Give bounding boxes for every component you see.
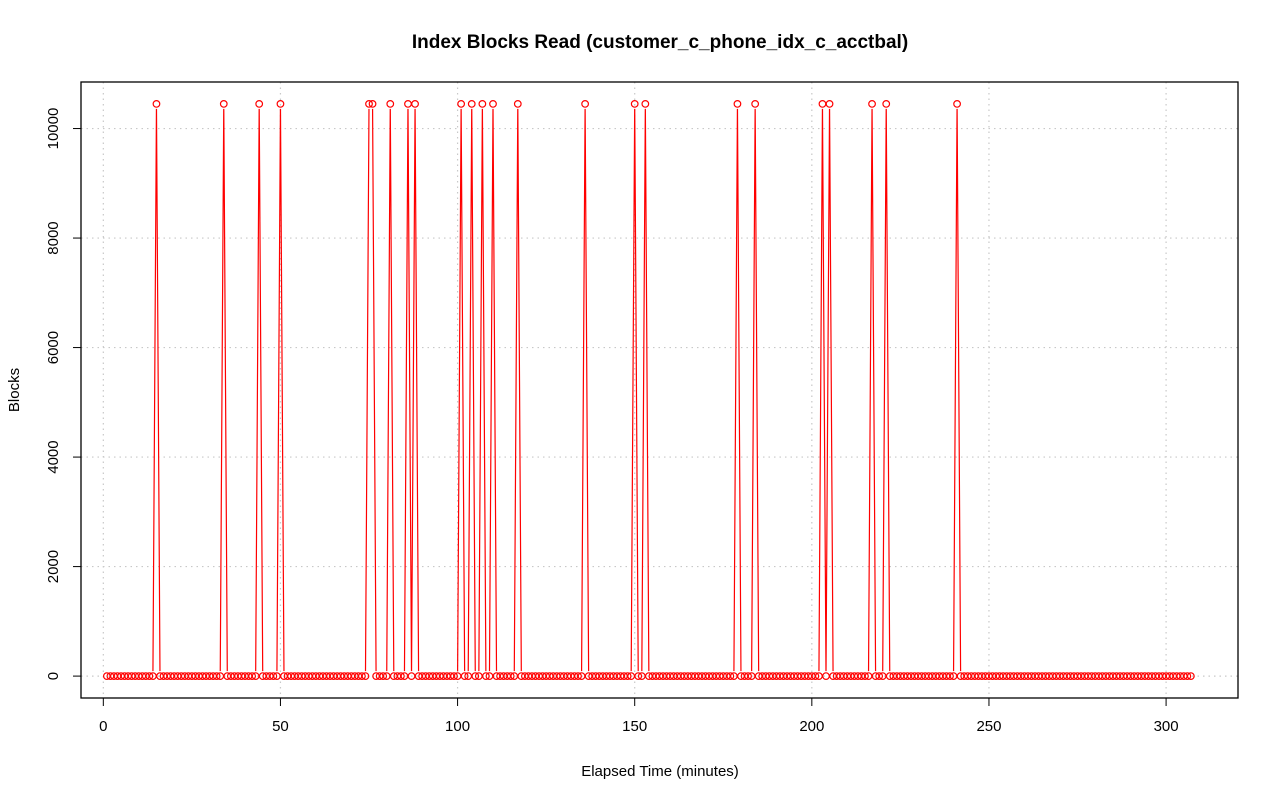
data-point-spike <box>386 99 395 108</box>
data-point <box>248 672 257 680</box>
x-tick-label: 0 <box>99 718 107 735</box>
grid <box>81 82 1238 698</box>
data-point <box>471 672 480 680</box>
y-tick-label: 4000 <box>45 440 62 473</box>
x-tick-label: 300 <box>1154 718 1179 735</box>
x-tick-label: 200 <box>799 718 824 735</box>
data-point-spike <box>733 99 742 108</box>
data-point-spike <box>152 99 161 108</box>
data-point <box>946 672 954 680</box>
data-point-spike <box>513 99 522 108</box>
y-tick-label: 6000 <box>45 331 62 364</box>
data-point <box>358 672 366 680</box>
y-tick-label: 10000 <box>45 108 62 150</box>
x-tick-label: 100 <box>445 718 470 735</box>
data-point-spike <box>276 99 285 108</box>
data-point-spike <box>404 99 412 108</box>
data-point <box>861 672 869 680</box>
y-tick-label: 8000 <box>45 221 62 254</box>
data-point <box>634 672 643 680</box>
data-point-spike <box>219 99 228 108</box>
data-point-spike <box>751 99 760 108</box>
data-point-spike <box>368 99 377 108</box>
data-point-spike <box>641 99 650 108</box>
data-point <box>1183 672 1192 680</box>
data-point-spike <box>411 99 419 108</box>
data-point <box>811 672 820 680</box>
data-point-spike <box>818 99 827 108</box>
chart-title: Index Blocks Read (customer_c_phone_idx_… <box>412 32 908 53</box>
data-point <box>361 672 370 680</box>
series <box>102 99 1195 680</box>
y-axis: 0 2000 4000 6000 8000 10000 <box>45 108 82 680</box>
x-tick-label: 250 <box>976 718 1001 735</box>
data-point-spike <box>365 99 373 108</box>
data-point <box>460 672 469 680</box>
data-point <box>1186 672 1195 680</box>
data-point-spike <box>467 99 476 108</box>
data-point <box>726 672 735 680</box>
data-point-spike <box>630 99 639 108</box>
data-point <box>396 672 405 680</box>
y-axis-label: Blocks <box>6 368 23 412</box>
data-point <box>482 672 490 680</box>
data-point-spike <box>478 99 487 108</box>
data-point-spike <box>868 99 876 108</box>
data-point <box>875 672 884 680</box>
data-point-spike <box>825 99 834 108</box>
data-point-spike <box>581 99 590 108</box>
data-point <box>623 672 632 680</box>
plot-frame <box>80 81 1239 699</box>
data-point <box>269 672 278 680</box>
y-tick-label: 2000 <box>45 550 62 583</box>
data-point-spike <box>457 99 466 108</box>
data-point <box>145 672 154 680</box>
data-point-spike <box>255 99 264 108</box>
data-point <box>574 672 582 680</box>
data-point <box>744 672 752 680</box>
series-line <box>152 108 962 672</box>
data-point <box>450 672 458 680</box>
y-tick-label: 0 <box>45 672 62 680</box>
data-point <box>212 672 221 680</box>
x-axis: 0 50 100 150 200 250 300 <box>99 697 1179 735</box>
x-axis-label: Elapsed Time (minutes) <box>581 763 739 780</box>
data-point-spike <box>882 99 891 108</box>
data-point <box>506 672 515 680</box>
data-point-spike <box>953 99 961 108</box>
data-point <box>379 672 388 680</box>
data-point-spike <box>489 99 497 108</box>
x-tick-label: 150 <box>622 718 647 735</box>
x-tick-label: 50 <box>272 718 289 735</box>
